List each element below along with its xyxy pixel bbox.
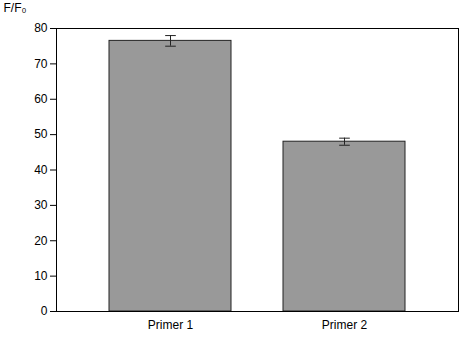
svg-text:40: 40 xyxy=(34,163,48,177)
svg-text:Primer 1: Primer 1 xyxy=(148,318,194,332)
svg-text:10: 10 xyxy=(34,269,48,283)
svg-text:50: 50 xyxy=(34,127,48,141)
svg-text:20: 20 xyxy=(34,234,48,248)
svg-text:60: 60 xyxy=(34,92,48,106)
svg-text:70: 70 xyxy=(34,57,48,71)
svg-text:Primer 2: Primer 2 xyxy=(322,318,368,332)
svg-text:0: 0 xyxy=(41,304,48,318)
svg-text:30: 30 xyxy=(34,198,48,212)
svg-text:F/F₀: F/F₀ xyxy=(4,1,27,15)
svg-text:80: 80 xyxy=(34,21,48,35)
